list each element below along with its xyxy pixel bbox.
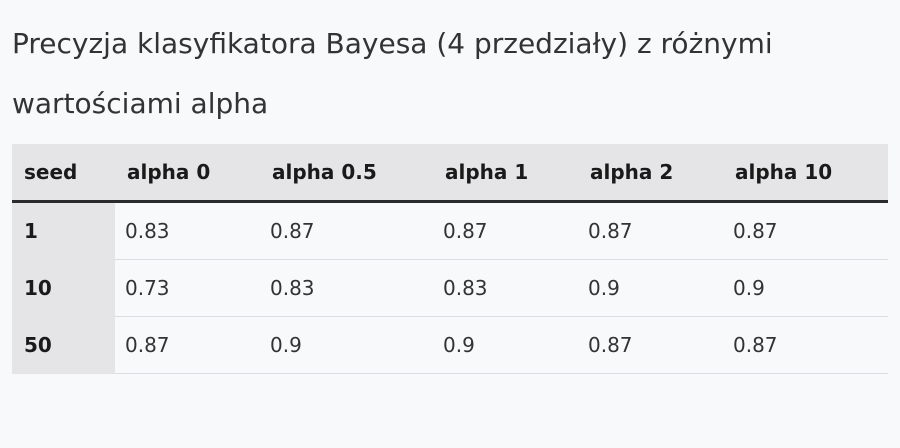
header-alpha-10: alpha 10 xyxy=(723,144,888,203)
header-alpha-0-5: alpha 0.5 xyxy=(260,144,433,203)
value-cell: 0.87 xyxy=(723,201,888,260)
header-row: seed alpha 0 alpha 0.5 alpha 1 alpha 2 a… xyxy=(12,144,888,203)
table-body: 1 0.83 0.87 0.87 0.87 0.87 10 0.73 0.83 … xyxy=(12,201,888,374)
value-cell: 0.9 xyxy=(260,316,433,374)
header-alpha-2: alpha 2 xyxy=(578,144,723,203)
header-alpha-0: alpha 0 xyxy=(115,144,260,203)
seed-cell: 1 xyxy=(12,201,115,260)
value-cell: 0.9 xyxy=(433,316,578,374)
value-cell: 0.73 xyxy=(115,259,260,317)
results-table: seed alpha 0 alpha 0.5 alpha 1 alpha 2 a… xyxy=(12,144,888,374)
header-seed: seed xyxy=(12,144,115,203)
table-header: seed alpha 0 alpha 0.5 alpha 1 alpha 2 a… xyxy=(12,144,888,203)
seed-cell: 10 xyxy=(12,259,115,317)
table-row: 1 0.83 0.87 0.87 0.87 0.87 xyxy=(12,201,888,260)
value-cell: 0.83 xyxy=(115,201,260,260)
page-title: Precyzja klasyfikatora Bayesa (4 przedzi… xyxy=(12,27,773,120)
value-cell: 0.9 xyxy=(578,259,723,317)
value-cell: 0.87 xyxy=(433,201,578,260)
value-cell: 0.87 xyxy=(115,316,260,374)
value-cell: 0.83 xyxy=(260,259,433,317)
value-cell: 0.9 xyxy=(723,259,888,317)
value-cell: 0.83 xyxy=(433,259,578,317)
header-alpha-1: alpha 1 xyxy=(433,144,578,203)
value-cell: 0.87 xyxy=(578,316,723,374)
seed-cell: 50 xyxy=(12,316,115,374)
table-row: 10 0.73 0.83 0.83 0.9 0.9 xyxy=(12,259,888,317)
table-row: 50 0.87 0.9 0.9 0.87 0.87 xyxy=(12,316,888,374)
value-cell: 0.87 xyxy=(578,201,723,260)
value-cell: 0.87 xyxy=(723,316,888,374)
value-cell: 0.87 xyxy=(260,201,433,260)
